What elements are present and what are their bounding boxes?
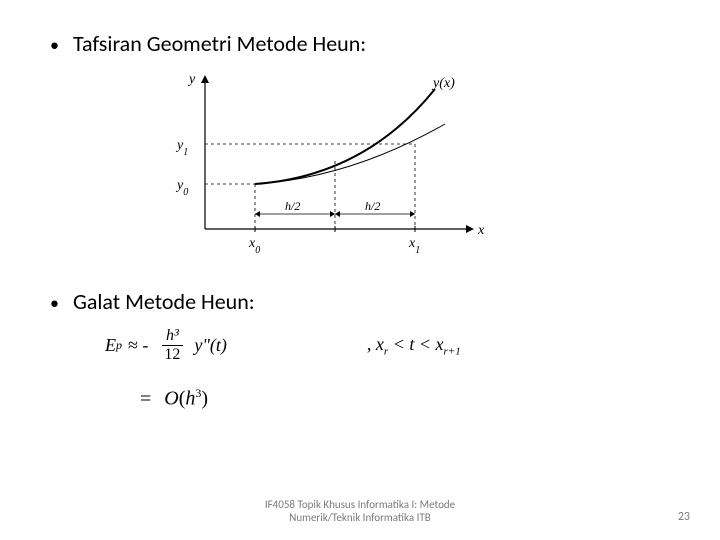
svg-text:y1: y1 <box>175 138 188 158</box>
big-o-line: = O(h3) <box>140 386 670 411</box>
bullet-text-2: Galat Metode Heun: <box>73 288 255 315</box>
svg-text:h/2: h/2 <box>365 199 380 213</box>
svg-text:x1: x1 <box>408 236 420 256</box>
svg-text:y0: y0 <box>175 178 188 198</box>
error-formula: Ep ≈ - h³ 12 y"(t) , xr < t < xr+1 <box>105 327 670 364</box>
bullet-dot: • <box>50 292 59 314</box>
big-o-h: h <box>185 388 195 410</box>
svg-text:y: y <box>187 72 196 87</box>
heun-graph: y x y(x) y0 y1 x0 x1 h/2 h/2 <box>160 69 670 274</box>
bullet-item-2: • Galat Metode Heun: <box>50 288 670 315</box>
footer-line2: Numerik/Teknik Informatika ITB <box>0 511 720 524</box>
slide-footer: IF4058 Topik Khusus Informatika I: Metod… <box>0 498 720 524</box>
bullet-text-1: Tafsiran Geometri Metode Heun: <box>73 30 366 57</box>
big-o-close: ) <box>201 388 208 410</box>
heun-svg: y x y(x) y0 y1 x0 x1 h/2 h/2 <box>160 69 500 269</box>
frac-den: 12 <box>160 346 184 364</box>
footer-line1: IF4058 Topik Khusus Informatika I: Metod… <box>0 498 720 511</box>
formula-condition: , xr < t < xr+1 <box>367 334 461 358</box>
approx-sign: ≈ - <box>128 335 148 356</box>
ydd: y"(t) <box>194 335 227 356</box>
fraction: h³ 12 <box>160 327 184 364</box>
frac-num: h³ <box>162 327 183 346</box>
Ep-sub: p <box>116 338 122 353</box>
bullet-item-1: • Tafsiran Geometri Metode Heun: <box>50 30 670 57</box>
cond-r1: r+1 <box>444 345 461 357</box>
svg-text:x: x <box>477 223 485 238</box>
big-o-O: O <box>164 388 178 410</box>
bullet-dot: • <box>50 34 59 56</box>
page-number: 23 <box>678 510 690 524</box>
svg-text:h/2: h/2 <box>285 199 300 213</box>
formula-main: Ep ≈ - h³ 12 y"(t) <box>105 327 227 364</box>
cond-mid: < t < x <box>388 334 443 354</box>
svg-text:x0: x0 <box>248 236 260 256</box>
eq-sign: = <box>140 388 151 410</box>
svg-text:y(x): y(x) <box>431 76 455 91</box>
cond-pre: , x <box>367 334 384 354</box>
Ep-E: E <box>105 335 116 356</box>
